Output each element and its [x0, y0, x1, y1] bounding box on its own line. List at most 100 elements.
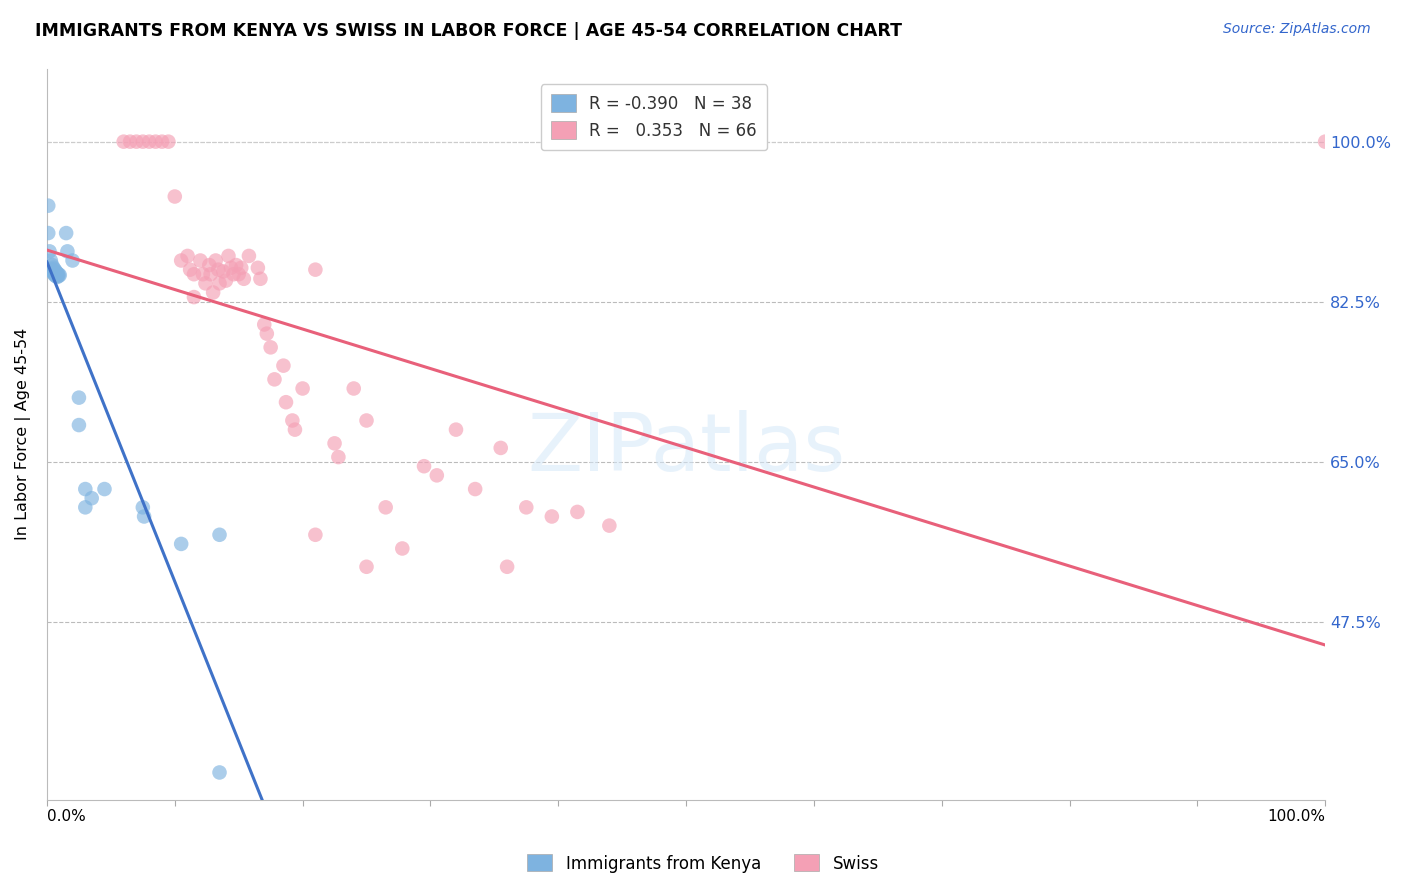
- Point: [170, 253, 193, 268]
- Text: 0.0%: 0.0%: [46, 809, 86, 824]
- Point: [222, 267, 245, 281]
- Point: [41, 262, 63, 277]
- Point: [67, 418, 90, 433]
- Point: [200, 267, 222, 281]
- Point: [132, 500, 155, 515]
- Point: [41, 258, 63, 272]
- Point: [41, 264, 63, 278]
- Point: [44, 262, 66, 277]
- Point: [56, 244, 79, 259]
- Point: [37, 226, 59, 240]
- Point: [183, 290, 205, 304]
- Text: Source: ZipAtlas.com: Source: ZipAtlas.com: [1223, 22, 1371, 37]
- Point: [231, 260, 253, 275]
- Point: [55, 226, 77, 240]
- Text: 100.0%: 100.0%: [1267, 809, 1324, 824]
- Point: [212, 264, 235, 278]
- Point: [219, 260, 242, 275]
- Point: [150, 135, 173, 149]
- Legend: Immigrants from Kenya, Swiss: Immigrants from Kenya, Swiss: [520, 847, 886, 880]
- Point: [259, 340, 281, 354]
- Point: [39, 262, 62, 277]
- Point: [249, 272, 271, 286]
- Legend: R = -0.390   N = 38, R =   0.353   N = 66: R = -0.390 N = 38, R = 0.353 N = 66: [541, 84, 766, 150]
- Point: [46, 266, 69, 280]
- Point: [75, 482, 97, 496]
- Point: [208, 528, 231, 542]
- Point: [157, 135, 180, 149]
- Point: [45, 268, 67, 283]
- Point: [356, 413, 378, 427]
- Point: [328, 450, 350, 464]
- Point: [540, 509, 562, 524]
- Point: [215, 274, 238, 288]
- Point: [194, 277, 217, 291]
- Point: [496, 559, 519, 574]
- Point: [207, 262, 229, 277]
- Point: [343, 382, 366, 396]
- Point: [38, 244, 60, 259]
- Point: [132, 135, 155, 149]
- Point: [444, 423, 467, 437]
- Point: [238, 249, 260, 263]
- Point: [208, 765, 231, 780]
- Point: [125, 135, 148, 149]
- Point: [176, 249, 198, 263]
- Point: [263, 372, 285, 386]
- Point: [179, 262, 201, 277]
- Point: [291, 382, 314, 396]
- Point: [274, 395, 297, 409]
- Point: [163, 189, 186, 203]
- Point: [413, 459, 436, 474]
- Point: [48, 268, 70, 283]
- Point: [45, 267, 67, 281]
- Point: [489, 441, 512, 455]
- Point: [202, 285, 225, 300]
- Point: [284, 423, 307, 437]
- Point: [464, 482, 486, 496]
- Point: [217, 249, 239, 263]
- Point: [62, 253, 84, 268]
- Text: ZIPatlas: ZIPatlas: [527, 409, 845, 488]
- Point: [273, 359, 295, 373]
- Point: [93, 482, 115, 496]
- Point: [42, 260, 65, 275]
- Point: [46, 268, 69, 282]
- Point: [170, 537, 193, 551]
- Point: [391, 541, 413, 556]
- Point: [183, 267, 205, 281]
- Point: [374, 500, 396, 515]
- Point: [145, 135, 167, 149]
- Point: [44, 265, 66, 279]
- Point: [567, 505, 589, 519]
- Point: [598, 518, 620, 533]
- Point: [37, 199, 59, 213]
- Point: [118, 135, 141, 149]
- Point: [356, 559, 378, 574]
- Point: [188, 253, 211, 268]
- Point: [132, 509, 155, 524]
- Point: [138, 135, 160, 149]
- Point: [281, 413, 304, 427]
- Point: [253, 318, 276, 332]
- Point: [42, 264, 65, 278]
- Point: [204, 253, 226, 268]
- Point: [304, 528, 326, 542]
- Point: [304, 262, 326, 277]
- Point: [48, 267, 70, 281]
- Point: [44, 268, 66, 282]
- Point: [323, 436, 346, 450]
- Y-axis label: In Labor Force | Age 45-54: In Labor Force | Age 45-54: [15, 328, 31, 541]
- Point: [112, 135, 135, 149]
- Point: [39, 253, 62, 268]
- Point: [246, 260, 269, 275]
- Point: [232, 272, 254, 286]
- Point: [45, 264, 67, 278]
- Point: [208, 277, 231, 291]
- Point: [46, 269, 69, 284]
- Point: [426, 468, 449, 483]
- Point: [75, 500, 97, 515]
- Point: [198, 258, 221, 272]
- Point: [48, 268, 70, 282]
- Text: IMMIGRANTS FROM KENYA VS SWISS IN LABOR FORCE | AGE 45-54 CORRELATION CHART: IMMIGRANTS FROM KENYA VS SWISS IN LABOR …: [35, 22, 903, 40]
